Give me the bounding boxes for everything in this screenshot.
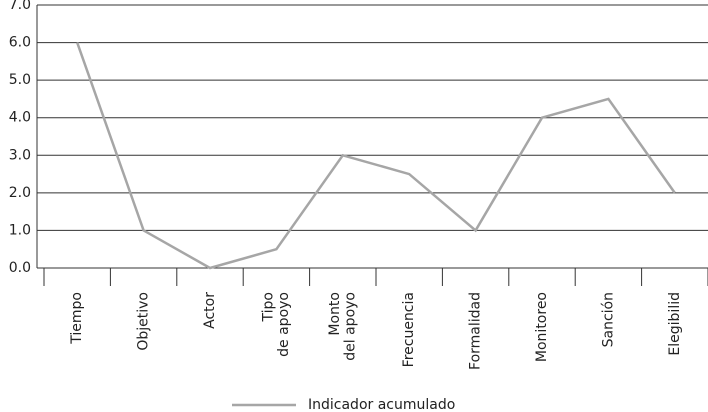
y-tick-label: 1.0 [9, 222, 31, 238]
x-tick-label: Montodel apoyo [327, 292, 358, 361]
y-tick-label: 3.0 [9, 147, 31, 163]
legend-label: Indicador acumulado [308, 397, 455, 412]
y-tick-label: 0.0 [9, 260, 31, 276]
x-tick-label: Elegibilid [667, 292, 683, 356]
series-line [76, 42, 676, 270]
y-tick-label: 7.0 [9, 0, 31, 13]
x-tick-label: Frecuencia [401, 292, 417, 367]
y-tick-label: 6.0 [9, 35, 31, 51]
x-tick-label: Tiempo [69, 292, 85, 345]
x-tick-label: Tipode apoyo [261, 292, 292, 357]
y-tick-label: 2.0 [9, 185, 31, 201]
x-tick-label: Actor [202, 292, 218, 329]
x-tick-label: Monitoreo [534, 292, 550, 362]
x-tick-label: Formalidad [468, 292, 484, 370]
x-tick-label: Objetivo [136, 292, 152, 351]
y-tick-label: 5.0 [9, 72, 31, 88]
x-tick-label: Sanción [600, 292, 616, 347]
y-tick-label: 4.0 [9, 110, 31, 126]
